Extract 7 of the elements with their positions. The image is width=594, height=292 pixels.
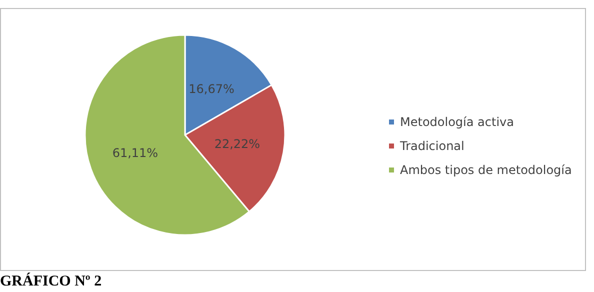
data-label: 22,22%	[214, 137, 260, 152]
data-label: 16,67%	[188, 82, 234, 96]
legend-label: Tradicional	[399, 139, 464, 153]
data-label: 61,11%	[112, 146, 158, 160]
legend-label: Ambos tipos de metodología	[400, 163, 572, 177]
legend-label: Metodología activa	[400, 115, 514, 129]
text: GRÁFICO Nº 2	[0, 272, 102, 290]
